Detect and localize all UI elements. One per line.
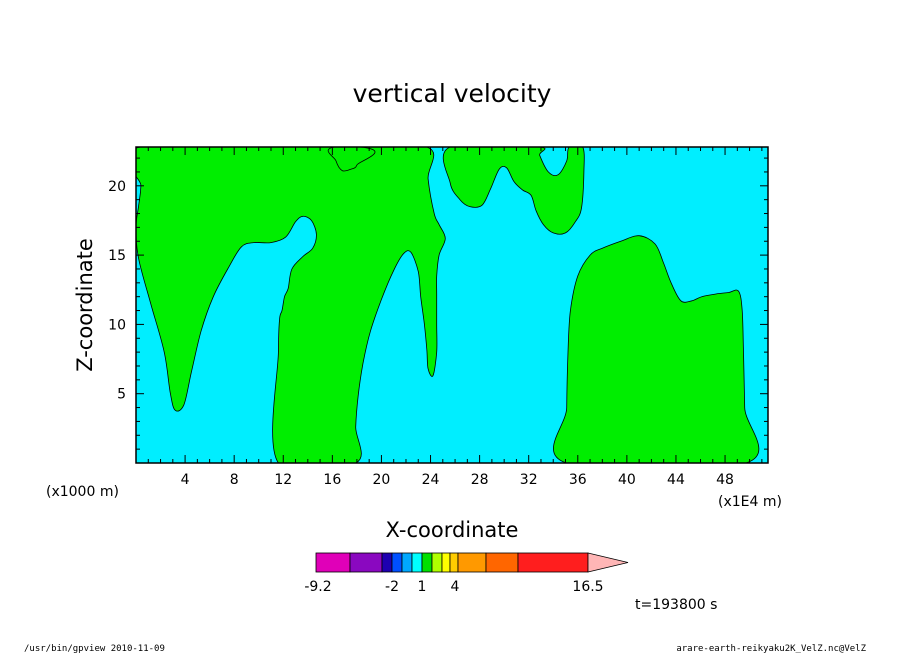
footer-right: arare-earth-reikyaku2K_VelZ.nc@VelZ — [676, 644, 866, 654]
contour-region-2 — [442, 147, 585, 235]
time-label: t=193800 s — [635, 597, 717, 613]
chart-title: vertical velocity — [353, 79, 552, 108]
x-tick-label: 48 — [716, 472, 734, 488]
x-tick-label: 40 — [618, 472, 636, 488]
colorbar-segment — [381, 552, 393, 573]
contour-region-1 — [136, 147, 446, 463]
footer-left: /usr/bin/gpview 2010-11-09 — [24, 644, 165, 654]
colorbar-segment — [441, 552, 451, 573]
colorbar-segment — [349, 552, 383, 573]
x-axis-label: X-coordinate — [386, 518, 519, 542]
colorbar-segment — [401, 552, 413, 573]
x-axis-ticks: 4 8 12 16 20 24 28 32 36 40 44 48 — [147, 147, 763, 488]
x-tick-label: 16 — [323, 472, 341, 488]
colorbar-label: 16.5 — [572, 579, 603, 595]
colorbar: -9.2 -2 1 4 16.5 — [304, 552, 629, 595]
x-tick-label: 12 — [274, 472, 292, 488]
contour-regions — [136, 147, 760, 463]
colorbar-segment — [517, 552, 589, 573]
x-tick-label: 44 — [667, 472, 685, 488]
colorbar-segment — [315, 552, 351, 573]
contour-region-3 — [553, 235, 760, 463]
x-tick-label: 4 — [181, 472, 190, 488]
x-tick-label: 20 — [373, 472, 391, 488]
colorbar-segment — [449, 552, 459, 573]
x-unit-right: (x1E4 m) — [718, 494, 782, 510]
colorbar-label: 1 — [418, 579, 427, 595]
colorbar-segment — [457, 552, 487, 573]
colorbar-arrow — [587, 552, 629, 573]
colorbar-label: -2 — [385, 579, 399, 595]
y-axis-ticks: 5 10 15 20 — [108, 157, 768, 450]
colorbar-segment — [485, 552, 519, 573]
y-tick-label: 5 — [117, 387, 126, 403]
y-axis-label: Z-coordinate — [73, 238, 97, 372]
plot-frame — [135, 146, 769, 464]
x-unit-left: (x1000 m) — [46, 484, 119, 500]
colorbar-label: -9.2 — [304, 579, 331, 595]
x-tick-label: 28 — [471, 472, 489, 488]
x-tick-label: 36 — [569, 472, 587, 488]
y-tick-label: 10 — [108, 317, 126, 333]
colorbar-segment — [411, 552, 423, 573]
colorbar-label: 4 — [451, 579, 460, 595]
colorbar-segment — [421, 552, 433, 573]
colorbar-segment — [431, 552, 443, 573]
y-tick-label: 20 — [108, 179, 126, 195]
y-tick-label: 15 — [108, 248, 126, 264]
x-tick-label: 24 — [422, 472, 440, 488]
x-tick-label: 32 — [520, 472, 538, 488]
colorbar-segment — [391, 552, 403, 573]
x-tick-label: 8 — [230, 472, 239, 488]
